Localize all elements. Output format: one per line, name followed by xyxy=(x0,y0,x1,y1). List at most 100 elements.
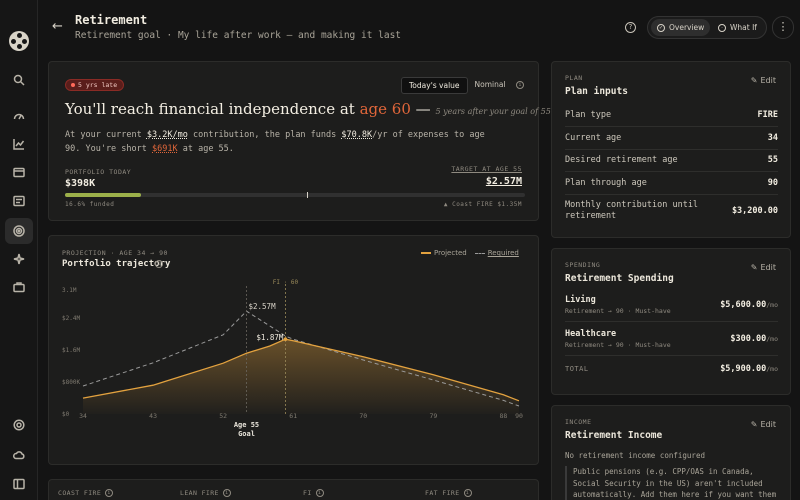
search-icon[interactable] xyxy=(9,70,29,90)
plan-inputs-title: Plan inputs xyxy=(565,86,628,97)
milestones-strip: COAST FIRE i LEAN FIRE i FI i FAT FIRE i xyxy=(48,479,539,500)
plan-edit-button[interactable]: ✎ Edit xyxy=(751,76,776,85)
desc-text: contribution, the plan funds xyxy=(192,130,337,140)
goal-age-label: Age 55 xyxy=(234,421,259,429)
cloud-icon[interactable] xyxy=(9,445,29,465)
plan-row-key: Plan type xyxy=(565,110,612,120)
target-icon[interactable] xyxy=(5,218,33,244)
chart-icon[interactable] xyxy=(9,134,29,154)
chart-title-text: Portfolio trajectory xyxy=(62,259,171,269)
clock-icon: · xyxy=(718,23,726,32)
divider xyxy=(565,355,778,356)
app-logo[interactable] xyxy=(9,31,29,51)
back-arrow-icon[interactable]: ← xyxy=(52,19,63,34)
wallet-icon[interactable] xyxy=(9,162,29,182)
legend-projected-label: Projected xyxy=(434,249,467,257)
spending-item-meta: Retirement → 90 · Must-have xyxy=(565,307,671,315)
spending-item[interactable]: Living Retirement → 90 · Must-have $5,600… xyxy=(565,295,778,315)
milestone-label: FAT FIRE xyxy=(425,489,460,497)
tab-what-if[interactable]: · What If xyxy=(712,19,763,36)
contribution-link[interactable]: $3.2K/mo xyxy=(146,130,188,140)
coast-fire-text: ▲ Coast FIRE $1.35M xyxy=(443,201,522,208)
logo-dot xyxy=(22,38,27,44)
tab-overview[interactable]: ✓ Overview xyxy=(651,19,711,36)
milestone-fat-fire[interactable]: FAT FIRE i xyxy=(425,489,472,497)
portfolio-value: $398K xyxy=(65,178,96,189)
legend-projected: Projected xyxy=(421,249,467,257)
plan-row-value: $3,200.00 xyxy=(731,206,778,216)
milestone-fi[interactable]: FI i xyxy=(303,489,324,497)
headline-subtext: 5 years after your goal of 55. xyxy=(435,107,554,116)
chart-legend: Projected Required xyxy=(421,249,519,257)
briefcase-icon[interactable] xyxy=(9,277,29,297)
x-tick-label: 34 xyxy=(79,412,87,420)
info-icon: i xyxy=(463,489,472,497)
spending-item-meta: Retirement → 90 · Must-have xyxy=(565,341,671,349)
headline-age: age 60 xyxy=(359,100,411,118)
spending-total-unit: /mo xyxy=(766,365,778,373)
target-label: TARGET AT AGE 55 xyxy=(451,165,522,173)
info-icon[interactable]: i xyxy=(516,81,524,89)
plan-row-key: Plan through age xyxy=(565,178,647,188)
projected-area xyxy=(83,339,519,414)
plan-row-key: Desired retirement age xyxy=(565,155,678,165)
y-tick-label: $1.6M xyxy=(62,347,80,354)
divider xyxy=(565,321,778,322)
income-title: Retirement Income xyxy=(565,430,663,441)
compass-icon: ✓ xyxy=(657,23,665,32)
divider xyxy=(565,126,778,127)
income-edit-button[interactable]: ✎ Edit xyxy=(751,420,776,429)
spending-edit-label: Edit xyxy=(760,263,777,272)
settings-icon[interactable] xyxy=(9,415,29,435)
divider xyxy=(565,194,778,195)
spending-item-unit: /mo xyxy=(766,301,778,309)
spending-edit-button[interactable]: ✎ Edit xyxy=(751,263,776,272)
headline-prefix: You'll reach financial independence at xyxy=(65,100,355,118)
plan-row-value: 90 xyxy=(767,178,778,188)
panel-icon[interactable] xyxy=(9,474,29,494)
legend-required-label: Required xyxy=(487,249,519,257)
todays-value-button[interactable]: Today's value xyxy=(401,77,468,94)
desc-text: at age 55. xyxy=(182,143,234,154)
spending-item[interactable]: Healthcare Retirement → 90 · Must-have $3… xyxy=(565,329,778,349)
fi-marker-label: FI · 60 xyxy=(273,279,299,286)
sparkle-icon[interactable] xyxy=(9,249,29,269)
chart-title: Portfolio trajectory xyxy=(62,259,170,269)
fi-point xyxy=(283,337,288,341)
shortfall-link[interactable]: $691K xyxy=(152,143,178,154)
plan-row: Current age 34 xyxy=(565,133,778,143)
gauge-icon[interactable] xyxy=(9,106,29,126)
page-subtitle: Retirement goal · My life after work — a… xyxy=(75,30,402,41)
nominal-button[interactable]: Nominal xyxy=(474,80,506,89)
funds-link[interactable]: $70.8K xyxy=(341,130,373,140)
plan-row: Monthly contribution until retirement $3,… xyxy=(565,200,778,222)
income-empty-text: No retirement income configured xyxy=(565,451,705,460)
pencil-icon: ✎ xyxy=(750,76,758,85)
logo-dot xyxy=(16,33,22,38)
help-icon[interactable]: ? xyxy=(625,22,636,33)
info-icon: i xyxy=(315,489,324,497)
plan-row: Desired retirement age 55 xyxy=(565,155,778,165)
plan-row-value: 55 xyxy=(767,155,778,165)
milestone-label: LEAN FIRE xyxy=(180,489,219,497)
spending-title: Retirement Spending xyxy=(565,273,674,284)
spending-item-value: $5,600.00 xyxy=(720,300,767,310)
more-options-button[interactable]: ⋮ xyxy=(772,16,794,39)
page-header: ← Retirement Retirement goal · My life a… xyxy=(38,0,800,50)
milestone-label: COAST FIRE xyxy=(58,489,102,497)
x-tick-label: 88 xyxy=(500,412,508,420)
spending-total-label: TOTAL xyxy=(565,365,589,373)
milestone-lean-fire[interactable]: LEAN FIRE i xyxy=(180,489,231,497)
spending-total: TOTAL $5,900.00/mo xyxy=(565,364,778,374)
receipt-icon[interactable] xyxy=(9,191,29,211)
info-icon: i xyxy=(222,489,231,497)
info-icon[interactable]: i xyxy=(155,260,163,268)
spending-total-value: $5,900.00 xyxy=(720,364,767,374)
spending-item-name: Living xyxy=(565,295,596,305)
sidebar xyxy=(0,0,38,500)
logo-dot xyxy=(16,44,22,49)
required-callout: $2.57M xyxy=(249,302,277,311)
pension-note: Public pensions (e.g. CPP/OAS in Canada,… xyxy=(565,466,779,500)
coast-fire-marker xyxy=(306,192,308,198)
milestone-coast-fire[interactable]: COAST FIRE i xyxy=(58,489,114,497)
